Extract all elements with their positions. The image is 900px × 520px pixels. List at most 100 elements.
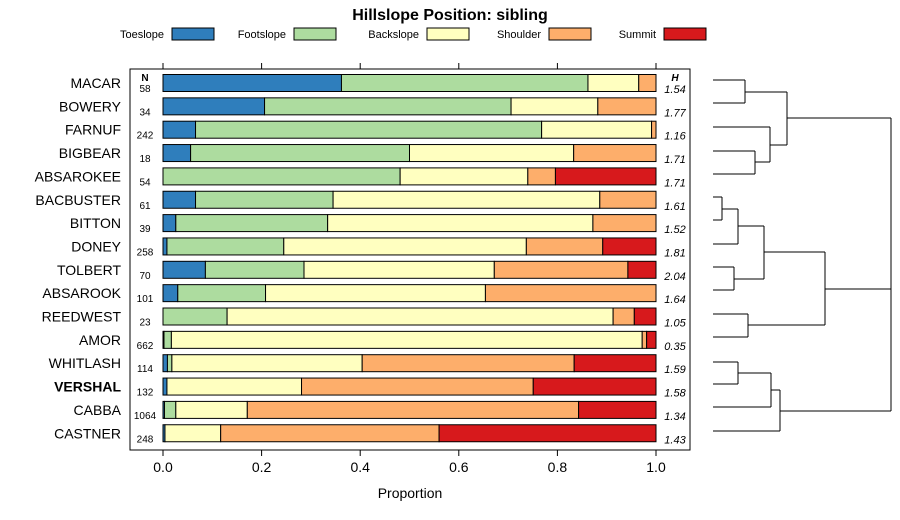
bar-segment-shoulder (525, 237, 604, 256)
row-h-value: 1.59 (664, 364, 685, 376)
row-n-value: 132 (137, 388, 154, 399)
bar-segment-backslope (164, 424, 222, 443)
bar-segment-footslope (204, 260, 305, 279)
row-label: MACAR (70, 75, 121, 91)
row-h-value: 1.71 (664, 154, 685, 166)
bar-segment-footslope (162, 167, 401, 186)
row-label: BACBUSTER (35, 192, 121, 208)
bar-segment-footslope (163, 330, 172, 349)
bar-segment-shoulder (484, 284, 657, 303)
bar-segment-shoulder (527, 167, 556, 186)
row-n-value: 114 (137, 364, 153, 375)
row-label: CASTNER (54, 425, 121, 441)
legend-swatch-summit (663, 27, 707, 41)
legend: Toeslope Footslope Backslope Shoulder Summit (120, 27, 707, 41)
row-n-value: 23 (139, 318, 151, 329)
row-label: ABSAROOK (42, 285, 121, 301)
row-h-value: 1.52 (664, 224, 685, 236)
row-absarook: ABSAROOK 101 1.64 (42, 284, 686, 306)
row-label: BOWERY (59, 98, 122, 114)
bar-segment-footslope (195, 190, 334, 209)
bar-segment-backslope (327, 214, 594, 233)
row-h-value: 1.05 (664, 318, 686, 330)
bar-segment-backslope (399, 167, 529, 186)
row-doney: DONEY 258 1.81 (71, 237, 686, 259)
bar-segment-summit (554, 167, 657, 186)
row-h-value: 1.81 (664, 247, 685, 259)
bar-segment-backslope (226, 307, 614, 326)
bar-segment-footslope (340, 74, 589, 92)
legend-swatch-toeslope (171, 27, 215, 41)
row-bitton: BITTON 39 1.52 (70, 214, 686, 236)
row-n-value: 258 (137, 247, 154, 258)
row-h-value: 1.43 (664, 434, 686, 446)
bar-segment-toeslope (162, 284, 179, 303)
bar-segment-footslope (175, 214, 329, 233)
row-amor: AMOR 662 0.35 (79, 330, 687, 353)
bar-segment-toeslope (162, 237, 168, 256)
x-axis-label: Proportion (378, 485, 443, 501)
row-n-value: 101 (137, 294, 154, 305)
row-reedwest: REEDWEST 23 1.05 (42, 307, 687, 330)
row-vershal: VERSHAL 132 1.58 (54, 377, 687, 400)
row-n-value: 34 (139, 107, 151, 118)
row-label: BITTON (70, 215, 121, 231)
row-label: ABSAROKEE (35, 168, 121, 184)
x-tick-label: 0.2 (252, 459, 272, 475)
bar-segment-footslope (166, 237, 285, 256)
row-bigbear: BIGBEAR 18 1.71 (59, 144, 686, 166)
bar-segment-toeslope (162, 74, 342, 92)
bar-segment-summit (602, 237, 657, 256)
bar-segment-toeslope (162, 354, 168, 373)
row-h-value: 1.77 (664, 107, 686, 119)
bar-segment-toeslope (162, 260, 206, 279)
bar-segment-shoulder (651, 120, 657, 139)
bar-segment-footslope (162, 307, 228, 326)
dendrogram (713, 79, 892, 432)
bar-segment-shoulder (599, 190, 657, 209)
legend-label-footslope: Footslope (238, 29, 286, 41)
bar-segment-backslope (303, 260, 495, 279)
bar-segment-footslope (195, 120, 543, 139)
row-whitlash: WHITLASH 114 1.59 (49, 354, 686, 376)
row-n-value: 58 (139, 84, 151, 95)
x-tick-label: 0.6 (449, 459, 469, 475)
bar-segment-shoulder (493, 260, 629, 279)
bar-segment-summit (438, 424, 657, 443)
bar-segment-shoulder (301, 377, 534, 396)
row-absarokee: ABSAROKEE 54 1.71 (35, 167, 686, 189)
row-h-value: 0.35 (664, 341, 686, 353)
row-label: AMOR (79, 332, 121, 348)
row-macar: MACAR 58 1.54 (70, 74, 686, 96)
bar-segment-backslope (166, 377, 303, 396)
bar-segment-backslope (510, 97, 599, 116)
bar-segment-backslope (265, 284, 486, 303)
legend-label-shoulder: Shoulder (497, 29, 541, 41)
row-h-value: 1.16 (664, 131, 686, 143)
row-label: REEDWEST (42, 309, 122, 325)
bar-segment-footslope (177, 284, 267, 303)
row-n-value: 248 (137, 434, 154, 445)
row-bowery: BOWERY 34 1.77 (59, 97, 687, 119)
bar-segment-summit (532, 377, 657, 396)
row-n-value: 1064 (134, 411, 157, 422)
bar-segment-backslope (171, 354, 363, 373)
legend-label-backslope: Backslope (368, 29, 419, 41)
row-label: BIGBEAR (59, 145, 121, 161)
row-h-value: 1.64 (664, 294, 685, 306)
row-n-value: 54 (139, 177, 151, 188)
row-n-value: 70 (139, 271, 151, 282)
bar-segment-footslope (166, 354, 173, 373)
bar-segment-summit (633, 307, 657, 326)
bar-segment-shoulder (592, 214, 657, 233)
bar-segment-shoulder (573, 144, 657, 163)
bar-segment-backslope (587, 74, 640, 92)
bar-segment-footslope (190, 144, 410, 163)
bar-segment-backslope (541, 120, 653, 139)
bar-segment-toeslope (162, 190, 197, 209)
bar-segment-shoulder (597, 97, 657, 116)
bar-segment-backslope (283, 237, 527, 256)
legend-label-toeslope: Toeslope (120, 29, 164, 41)
row-bacbuster: BACBUSTER 61 1.61 (35, 190, 686, 213)
